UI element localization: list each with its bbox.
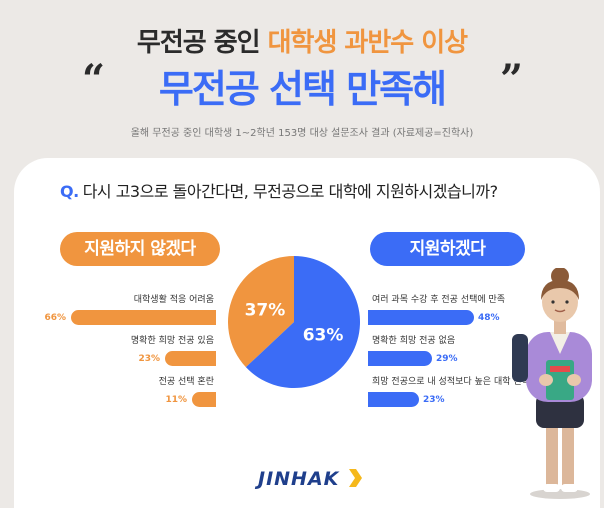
bar-category-label: 명확한 희망 전공 있음 [130,336,214,346]
pie-slice-2 [245,256,360,388]
bar-category-label: 전공 선택 혼란 [158,377,214,387]
bar [368,351,432,366]
bar [368,392,419,407]
bar-value-label: 66% [44,313,66,323]
jinhak-logo: JINHAK [258,468,363,490]
bar-value-label: 29% [436,354,458,364]
bar-category-label: 희망 전공으로 내 성적보다 높은 대학 진학 가능 [372,377,550,387]
title-part2: 대학생 과반수 이상 [267,28,468,58]
pie-slice-1 [228,256,294,368]
bar-category-label: 여러 과목 수강 후 전공 선택에 만족 [372,295,506,305]
bar-category-label: 대학생활 적응 어려움 [133,295,214,305]
bar [165,351,216,366]
header-apply: 지원하겠다 [370,232,525,266]
quote-close-mark: ” [500,56,524,103]
quote-open-mark: “ [82,56,106,103]
question-prefix: Q. [60,182,79,201]
pie-chart: 37% 63% [228,256,360,388]
pie-slice-label-1: 37% [245,300,286,320]
survey-question: Q. 다시 고3으로 돌아간다면, 무전공으로 대학에 지원하시겠습니까? [60,178,498,202]
bar-value-label: 11% [165,395,187,405]
bar-value-label: 48% [478,313,500,323]
logo-text: JINHAK [258,468,340,490]
bar-value-label: 23% [138,354,160,364]
survey-subtitle: 올해 무전공 중인 대학생 1~2학년 153명 대상 설문조사 결과 (자료제… [130,128,474,139]
page-headline: 무전공 선택 만족해 [158,67,447,111]
question-text: 다시 고3으로 돌아간다면, 무전공으로 대학에 지원하시겠습니까? [82,182,498,201]
header-not-apply: 지원하지 않겠다 [60,232,220,266]
bar [71,310,216,325]
bar [368,310,474,325]
student-illustration [512,268,592,499]
title-part1: 무전공 중인 [136,28,268,58]
pie-slice-label-2: 63% [303,326,344,346]
bar [192,392,216,407]
page-title-line1: 무전공 중인 대학생 과반수 이상 [0,22,604,59]
bar-category-label: 명확한 희망 전공 없음 [372,336,456,346]
logo-chevron-icon [349,469,362,487]
bar-value-label: 23% [423,395,445,405]
